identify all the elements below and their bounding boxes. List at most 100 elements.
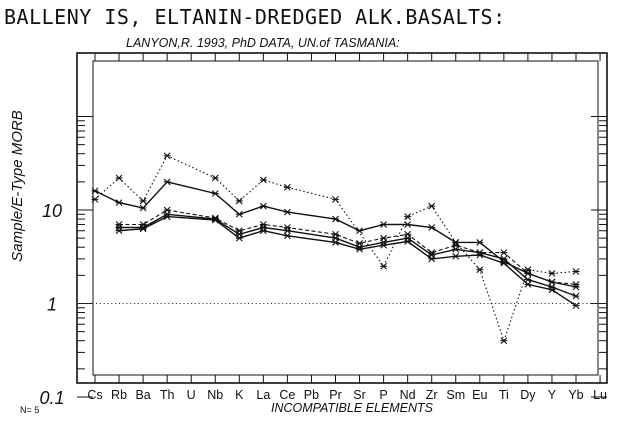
data-point-marker xyxy=(115,227,123,235)
data-point-marker xyxy=(572,302,580,309)
data-series xyxy=(91,152,580,345)
x-tick-label: U xyxy=(187,388,196,402)
data-point-marker xyxy=(283,224,291,231)
x-axis-label: INCOMPATIBLE ELEMENTS xyxy=(271,401,434,415)
data-point-marker xyxy=(211,190,219,197)
data-point-marker xyxy=(404,238,412,245)
data-point-marker xyxy=(115,174,123,182)
data-point-marker xyxy=(500,249,508,257)
plot-border xyxy=(76,52,608,384)
data-point-marker xyxy=(572,292,580,300)
y-axis-ticks: 0.1 1 10 xyxy=(39,116,607,408)
data-point-marker xyxy=(548,278,556,286)
data-point-marker xyxy=(380,221,388,228)
data-point-marker xyxy=(524,276,532,284)
x-tick-label: Yb xyxy=(568,388,583,402)
data-point-marker xyxy=(428,224,436,231)
x-tick-label: Ce xyxy=(279,388,295,402)
data-point-marker xyxy=(259,227,267,235)
data-point-marker xyxy=(259,176,267,184)
data-point-marker xyxy=(91,187,99,195)
data-point-marker xyxy=(139,225,147,233)
series-line xyxy=(119,213,577,297)
x-tick-label: Dy xyxy=(520,388,536,402)
data-point-marker xyxy=(524,269,532,277)
x-tick-label: P xyxy=(379,388,387,402)
data-point-marker xyxy=(163,178,171,186)
data-point-marker xyxy=(452,252,460,260)
data-point-marker xyxy=(356,227,364,235)
data-point-marker xyxy=(428,202,436,210)
data-point-marker xyxy=(332,215,339,223)
data-point-marker xyxy=(235,197,243,205)
data-point-marker xyxy=(283,227,291,235)
x-tick-label: La xyxy=(256,388,270,402)
data-point-marker xyxy=(139,197,147,205)
x-tick-label: Eu xyxy=(472,388,487,402)
data-point-marker xyxy=(572,268,580,275)
x-tick-label: Rb xyxy=(111,388,127,402)
data-point-marker xyxy=(524,281,532,288)
plot-inner-border xyxy=(92,60,599,376)
chart-subtitle: LANYON,R. 1993, PhD DATA, UN.of TASMANIA… xyxy=(126,36,400,50)
data-point-marker xyxy=(235,234,243,242)
data-point-marker xyxy=(91,195,99,203)
data-point-marker xyxy=(211,216,219,224)
y-axis-label: Sample/E-Type MORB xyxy=(9,110,26,261)
series-line xyxy=(118,215,577,307)
data-point-marker xyxy=(259,224,267,231)
data-point-marker xyxy=(283,208,291,216)
data-point-marker xyxy=(235,210,243,218)
y-tick-label: 0.1 xyxy=(39,388,64,408)
data-point-marker xyxy=(163,213,171,220)
series-group xyxy=(115,213,580,309)
x-tick-label: Zr xyxy=(426,388,438,402)
series-line xyxy=(94,155,577,343)
x-tick-label: Cs xyxy=(87,388,102,402)
x-tick-label: Sm xyxy=(446,388,465,402)
y-tick-label: 10 xyxy=(42,201,62,221)
data-point-marker xyxy=(139,204,147,212)
data-point-marker xyxy=(259,202,267,210)
sample-count: N= 5 xyxy=(20,405,39,415)
x-tick-label: K xyxy=(235,388,244,402)
data-point-marker xyxy=(332,239,339,246)
data-point-marker xyxy=(115,199,123,206)
x-tick-label: Th xyxy=(160,388,175,402)
x-tick-label: Y xyxy=(548,388,557,402)
data-point-marker xyxy=(211,174,219,182)
data-point-marker xyxy=(332,195,339,203)
x-tick-label: Sr xyxy=(353,388,366,402)
x-axis-ticks: Cs Rb Ba Th U Nb K La Ce Pb Pr Sr P Nd Zr Sm Eu Ti Dy Y Yb Lu xyxy=(87,53,607,402)
x-tick-label: Nd xyxy=(400,388,416,402)
data-point-marker xyxy=(380,262,388,270)
data-point-marker xyxy=(428,255,436,263)
x-tick-label: Ti xyxy=(499,388,509,402)
data-point-marker xyxy=(356,245,364,253)
y-tick-label: 1 xyxy=(47,295,57,315)
data-point-marker xyxy=(548,286,556,294)
data-point-marker xyxy=(476,239,484,246)
plot-frame xyxy=(76,52,608,384)
data-point-marker xyxy=(380,241,388,249)
data-point-marker xyxy=(404,234,412,242)
data-point-marker xyxy=(404,213,412,220)
x-tick-label: Pr xyxy=(329,388,342,402)
series-line xyxy=(119,209,577,285)
x-tick-label: Lu xyxy=(593,388,607,402)
data-point-marker xyxy=(115,224,123,231)
x-tick-label: Pb xyxy=(304,388,319,402)
data-point-marker xyxy=(500,337,508,345)
data-point-marker xyxy=(476,266,484,274)
data-point-marker xyxy=(500,259,508,267)
chart-title: BALLENY IS, ELTANIN-DREDGED ALK.BASALTS: xyxy=(4,5,506,29)
data-point-marker xyxy=(404,221,412,228)
series-group xyxy=(91,178,580,291)
x-tick-label: Ba xyxy=(135,388,150,402)
data-point-marker xyxy=(476,251,484,259)
data-point-marker xyxy=(283,183,291,191)
series-group xyxy=(115,206,580,288)
data-point-marker xyxy=(572,281,580,288)
data-point-marker xyxy=(283,232,291,240)
